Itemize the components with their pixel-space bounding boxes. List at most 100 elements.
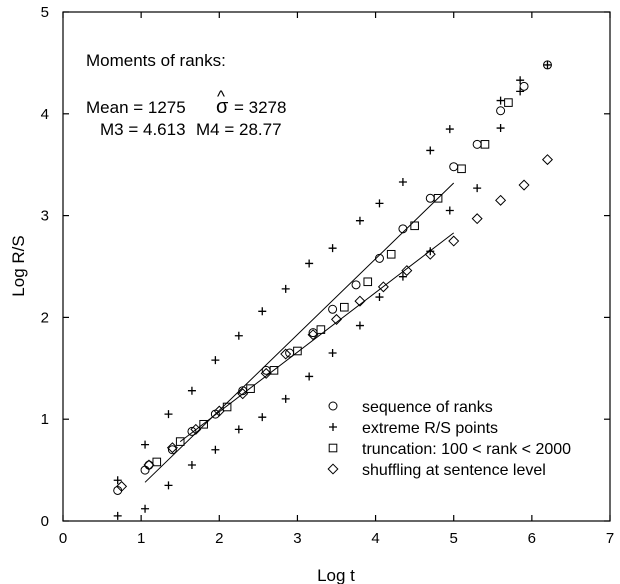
- circle-point: [261, 365, 271, 375]
- plus-point: [281, 394, 290, 403]
- square-point: [316, 325, 326, 334]
- plus-point: [328, 244, 337, 253]
- plus-point: [305, 259, 314, 268]
- plus-point: [164, 481, 173, 490]
- legend-square-marker: [328, 443, 338, 453]
- circle-point: [140, 465, 150, 475]
- square-point: [410, 221, 419, 231]
- plus-point: [516, 76, 525, 85]
- sigma-symbol: σ: [216, 96, 229, 118]
- diamond-point: [237, 388, 249, 400]
- square-point: [222, 402, 232, 412]
- sigma-hat: ^: [217, 87, 225, 106]
- plus-point: [426, 146, 435, 155]
- y-tick-label: 1: [41, 411, 49, 428]
- plus-point: [426, 247, 435, 256]
- y-tick-label: 0: [41, 513, 49, 530]
- circle-point: [374, 253, 384, 263]
- square-point: [199, 419, 208, 429]
- plus-point: [398, 178, 407, 187]
- m3-text: M3 = 4.613: [100, 120, 186, 139]
- square-point: [152, 457, 162, 467]
- diamond-point: [471, 213, 483, 225]
- diamond-point: [260, 367, 272, 379]
- square-point: [246, 384, 255, 393]
- square-point: [433, 193, 443, 203]
- diamond-point: [518, 179, 530, 191]
- square-point: [504, 98, 513, 107]
- legend-plus-marker: [329, 423, 337, 431]
- circle-point: [398, 224, 408, 234]
- axis-ticks: 0 1 2 3 4 5 6 7 0 1 2 3 4 5: [41, 4, 615, 547]
- plus-point: [305, 372, 314, 381]
- circle-point: [144, 460, 154, 470]
- diamond-point: [448, 235, 460, 247]
- square-point: [480, 140, 490, 149]
- plus-point: [355, 216, 364, 225]
- square-point: [363, 277, 373, 287]
- plus-point: [398, 272, 407, 281]
- m4-text: M4 = 28.77: [196, 120, 282, 139]
- diamond-point: [116, 480, 128, 492]
- plus-point: [113, 476, 122, 485]
- circle-point: [351, 280, 361, 290]
- diamond-point: [280, 348, 292, 360]
- diamond-point: [354, 295, 366, 307]
- x-tick-label: 2: [215, 530, 223, 547]
- plus-point: [187, 461, 196, 470]
- circle-point: [472, 139, 482, 149]
- plus-point: [211, 356, 220, 365]
- plus-point: [141, 504, 150, 513]
- circle-point: [449, 162, 459, 172]
- legend-label: shuffling at sentence level: [362, 462, 546, 479]
- x-tick-label: 6: [528, 530, 536, 547]
- plus-point: [187, 386, 196, 395]
- x-tick-label: 5: [450, 530, 458, 547]
- legend-label: extreme R/S points: [362, 420, 498, 437]
- circle-point: [496, 106, 506, 116]
- y-tick-label: 2: [41, 309, 49, 326]
- plus-point: [473, 184, 482, 193]
- y-tick-label: 3: [41, 208, 49, 225]
- plus-point: [496, 124, 505, 133]
- fit-line: [144, 182, 455, 483]
- plus-point: [234, 331, 243, 340]
- circle-point: [167, 445, 177, 455]
- diamond-point: [377, 281, 389, 293]
- plus-point: [258, 413, 267, 422]
- square-point: [340, 302, 349, 312]
- y-axis-title: Log R/S: [9, 235, 28, 296]
- square-point: [175, 437, 185, 446]
- circle-point: [425, 193, 435, 203]
- legend-label: sequence of ranks: [362, 399, 493, 416]
- legend: sequence of ranks extreme R/S points trunc…: [327, 399, 571, 479]
- diamond-point: [166, 442, 178, 454]
- square-point: [386, 249, 396, 259]
- square-point: [293, 346, 302, 356]
- moments-annotation: Moments of ranks: Mean = 1275 ^ σ = 3278…: [86, 51, 286, 139]
- moments-heading: Moments of ranks:: [86, 51, 226, 70]
- x-tick-label: 7: [606, 530, 614, 547]
- legend-label: truncation: 100 < rank < 2000: [362, 441, 571, 458]
- plus-point: [375, 199, 384, 208]
- circle-point: [328, 304, 338, 314]
- diamond-point: [143, 459, 155, 471]
- circle-point: [519, 81, 529, 91]
- diamond-point: [541, 154, 553, 166]
- plus-point: [516, 87, 525, 96]
- plus-point: [211, 445, 220, 454]
- plus-point: [281, 284, 290, 293]
- diamond-point: [307, 329, 319, 341]
- square-point: [269, 366, 279, 375]
- y-tick-label: 4: [41, 106, 49, 123]
- plus-point: [375, 293, 384, 302]
- x-tick-label: 0: [59, 530, 67, 547]
- plus-point: [141, 440, 150, 449]
- plus-point: [113, 511, 122, 520]
- plus-point: [164, 410, 173, 419]
- plus-point: [496, 96, 505, 105]
- circle-point: [187, 426, 197, 436]
- diamond-point: [495, 194, 507, 206]
- plus-point: [445, 206, 454, 215]
